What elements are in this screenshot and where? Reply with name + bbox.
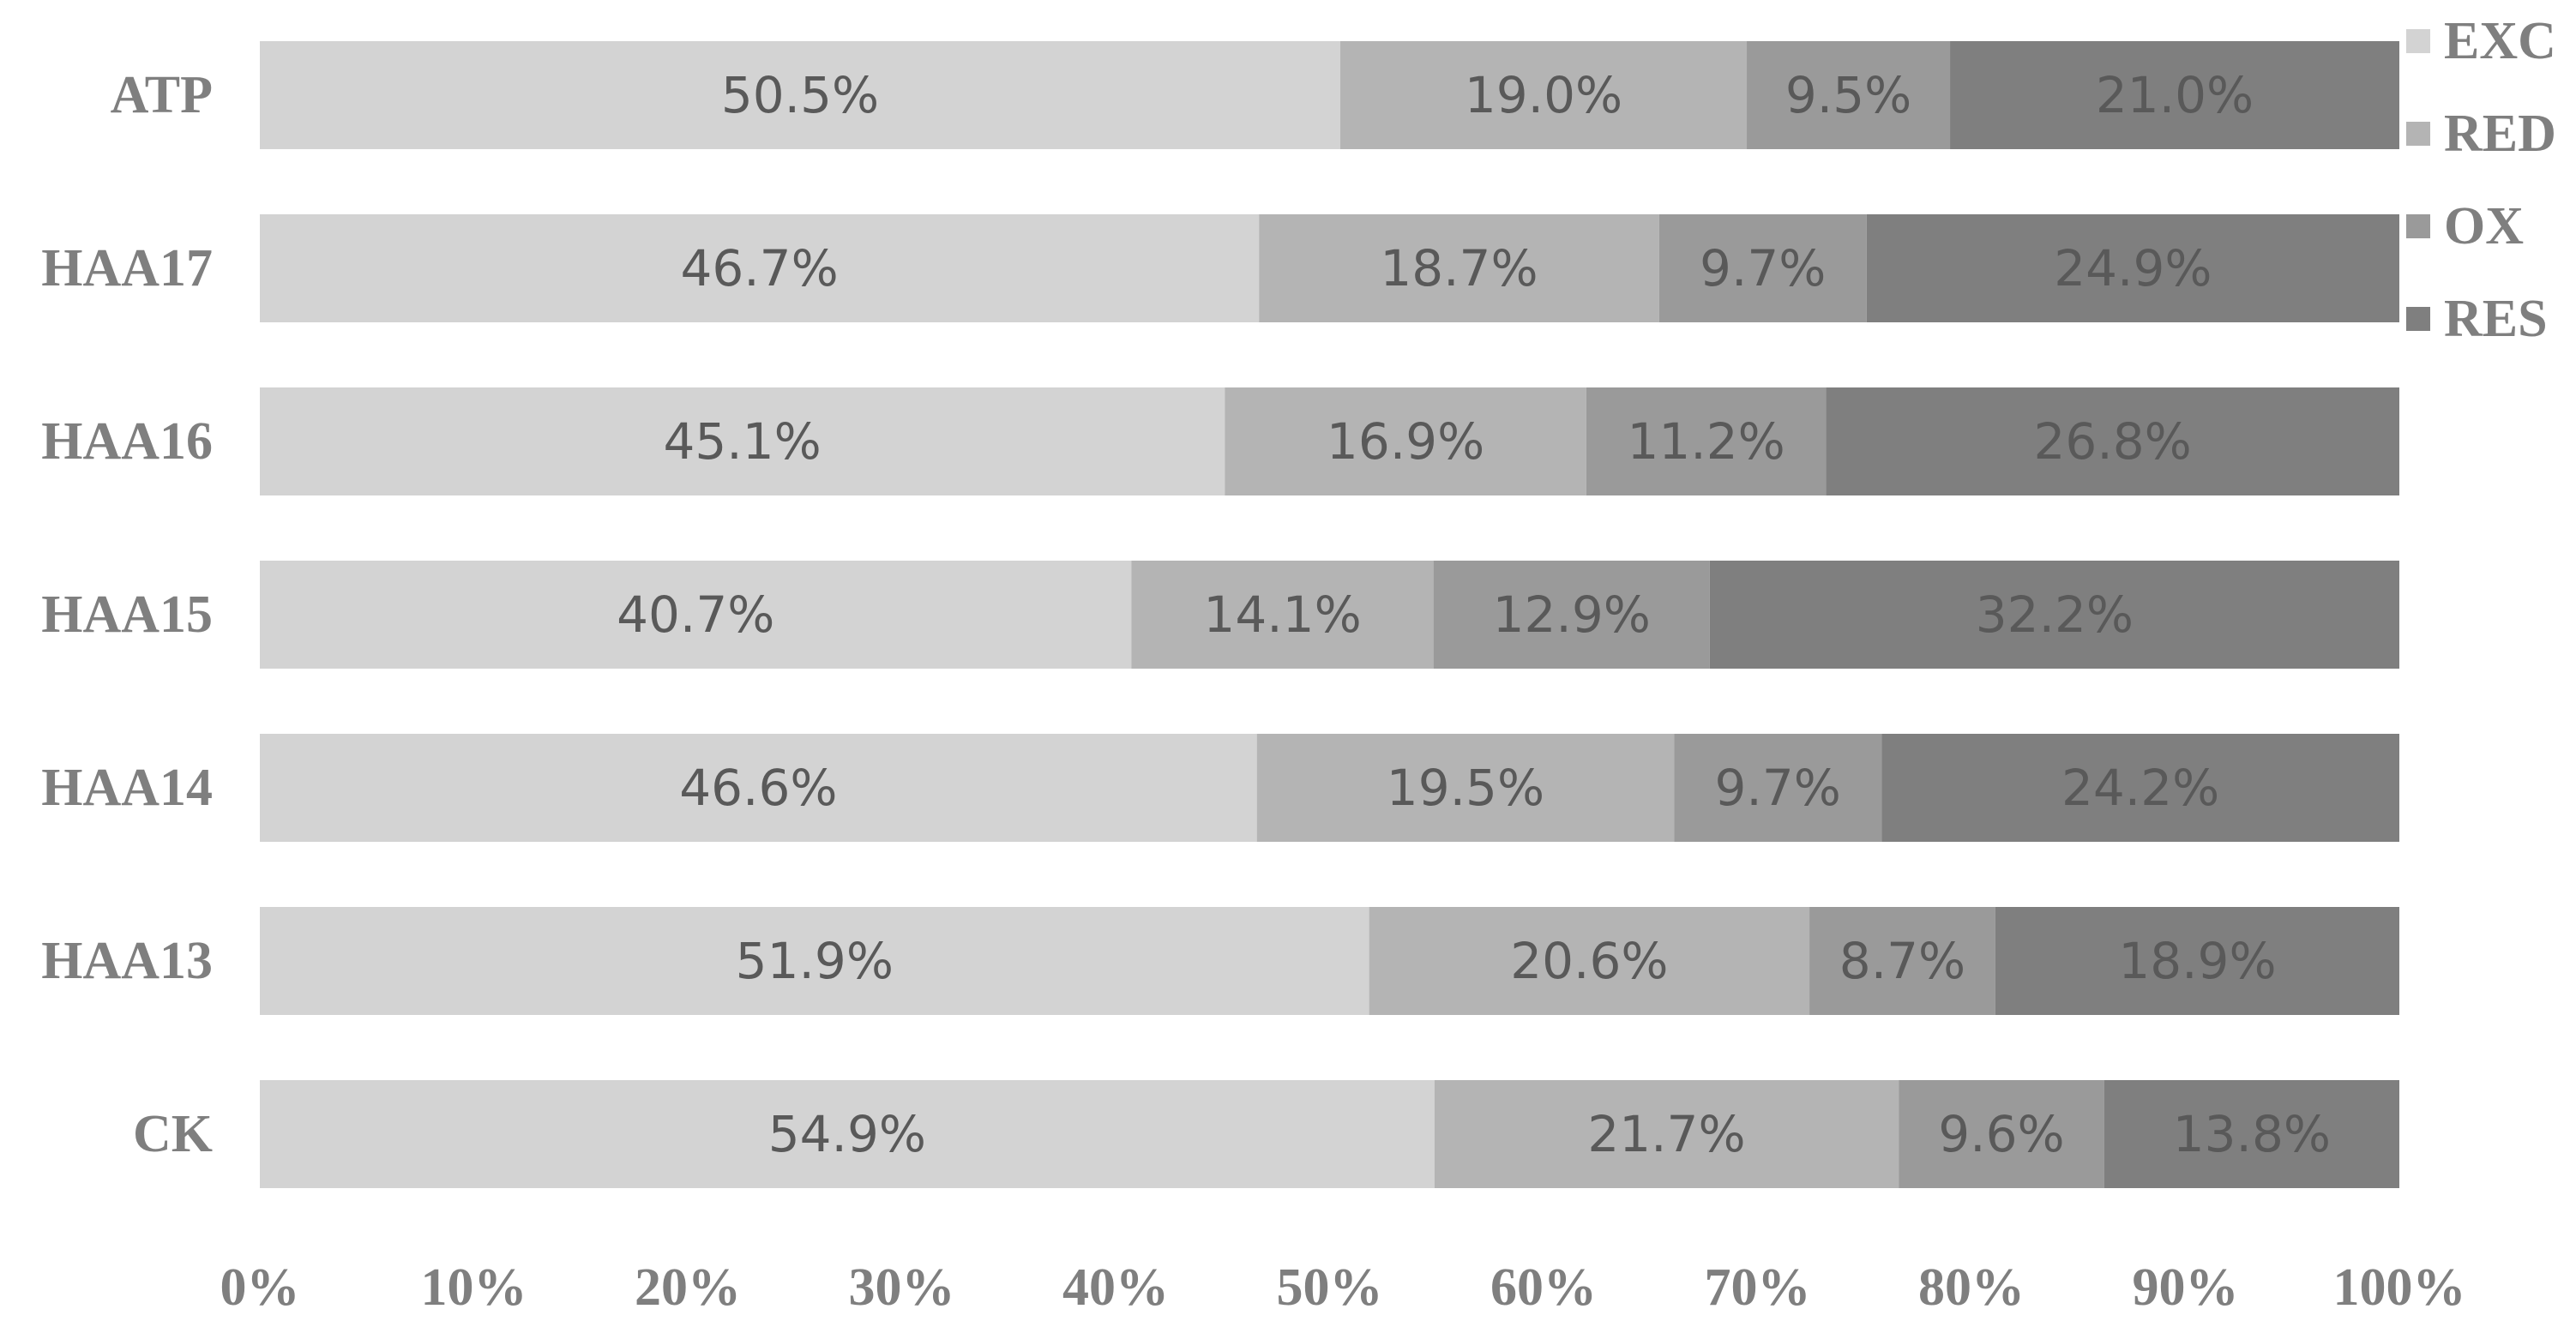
x-tick-label: 0%: [220, 1258, 300, 1317]
bar-ox-haa17: [1658, 214, 1867, 322]
data-label-res-haa15: 32.2%: [1976, 585, 2134, 644]
category-label-haa17: HAA17: [41, 239, 213, 297]
data-label-ox-haa16: 11.2%: [1627, 412, 1785, 471]
category-label-haa14: HAA14: [41, 759, 213, 817]
legend: EXC RED OX RES: [2406, 12, 2556, 348]
data-label-exc-ck: 54.9%: [768, 1105, 926, 1163]
bar-res-ck: [2104, 1080, 2399, 1188]
data-label-red-ck: 21.7%: [1587, 1105, 1745, 1163]
data-label-ox-haa15: 12.9%: [1493, 585, 1651, 644]
legend-swatch-exc: [2406, 29, 2430, 53]
data-label-res-atp: 21.0%: [2096, 66, 2254, 124]
bar-red-haa16: [1225, 387, 1586, 495]
x-tick-label: 60%: [1490, 1258, 1597, 1317]
legend-swatch-ox: [2406, 214, 2430, 238]
data-label-exc-haa16: 45.1%: [663, 412, 821, 471]
legend-swatch-res: [2406, 307, 2430, 331]
data-label-exc-haa13: 51.9%: [736, 932, 894, 990]
category-label-atp: ATP: [111, 66, 213, 124]
bar-exc-haa16: [260, 387, 1225, 495]
bar-ox-haa16: [1586, 387, 1827, 495]
data-label-red-haa16: 16.9%: [1327, 412, 1484, 471]
bar-res-haa17: [1866, 214, 2399, 322]
data-label-exc-atp: 50.5%: [721, 66, 879, 124]
legend-swatch-red: [2406, 122, 2430, 146]
bars-group: 50.5% 19.0% 9.5% 21.0% 46.7% 18.7% 9.7% 24.9% 45…: [260, 41, 2399, 1188]
bar-exc-haa13: [260, 907, 1369, 1015]
bar-red-ck: [1434, 1080, 1899, 1188]
data-label-red-haa13: 20.6%: [1510, 932, 1668, 990]
category-label-ck: CK: [133, 1105, 213, 1163]
bar-red-atp: [1339, 41, 1748, 149]
legend-label-exc: EXC: [2444, 12, 2556, 70]
bar-ox-ck: [1899, 1080, 2104, 1188]
data-label-ox-atp: 9.5%: [1785, 66, 1911, 124]
x-tick-label: 40%: [1062, 1258, 1169, 1317]
bar-exc-haa17: [260, 214, 1260, 322]
bar-ox-atp: [1747, 41, 1951, 149]
data-label-res-haa17: 24.9%: [2054, 239, 2212, 297]
data-label-exc-haa17: 46.7%: [680, 239, 838, 297]
data-label-ox-haa14: 9.7%: [1715, 759, 1841, 817]
bar-res-atp: [1950, 41, 2399, 149]
bar-red-haa14: [1256, 734, 1675, 842]
x-tick-label: 50%: [1277, 1258, 1383, 1317]
data-label-res-haa14: 24.2%: [2061, 759, 2219, 817]
x-tick-label: 100%: [2333, 1258, 2466, 1317]
category-labels: ATP HAA17 HAA16 HAA15 HAA14 HAA13 CK: [41, 66, 213, 1163]
data-label-ox-haa17: 9.7%: [1700, 239, 1826, 297]
data-label-exc-haa14: 46.6%: [679, 759, 837, 817]
data-label-res-ck: 13.8%: [2173, 1105, 2331, 1163]
legend-label-red: RED: [2444, 105, 2556, 163]
bar-res-haa16: [1826, 387, 2399, 495]
category-label-haa15: HAA15: [41, 585, 213, 644]
data-label-red-haa14: 19.5%: [1387, 759, 1544, 817]
bar-ox-haa13: [1809, 907, 1995, 1015]
data-label-red-haa17: 18.7%: [1380, 239, 1538, 297]
bar-res-haa13: [1995, 907, 2399, 1015]
legend-label-ox: OX: [2444, 197, 2524, 255]
bar-exc-ck: [260, 1080, 1435, 1188]
legend-label-res: RES: [2444, 290, 2548, 348]
x-tick-label: 20%: [635, 1258, 741, 1317]
bar-ox-haa14: [1674, 734, 1882, 842]
category-label-haa16: HAA16: [41, 412, 213, 471]
bar-exc-haa15: [260, 561, 1132, 669]
bar-res-haa14: [1881, 734, 2399, 842]
data-label-red-atp: 19.0%: [1465, 66, 1622, 124]
data-label-ox-haa13: 8.7%: [1839, 932, 1965, 990]
category-label-haa13: HAA13: [41, 932, 213, 990]
x-tick-label: 80%: [1918, 1258, 2025, 1317]
x-tick-label: 70%: [1705, 1258, 1811, 1317]
x-tick-label: 30%: [849, 1258, 955, 1317]
bar-red-haa17: [1259, 214, 1659, 322]
bar-red-haa13: [1369, 907, 1810, 1015]
bar-ox-haa15: [1433, 561, 1710, 669]
data-label-exc-haa15: 40.7%: [617, 585, 774, 644]
x-tick-label: 10%: [421, 1258, 527, 1317]
bar-res-haa15: [1709, 561, 2399, 669]
bar-red-haa15: [1131, 561, 1434, 669]
data-label-ox-ck: 9.6%: [1938, 1105, 2064, 1163]
x-axis-tick-labels: 0% 10% 20% 30% 40% 50% 60% 70% 80% 90% 100%: [220, 1258, 2466, 1317]
data-label-res-haa13: 18.9%: [2118, 932, 2276, 990]
bar-exc-haa14: [260, 734, 1257, 842]
x-tick-label: 90%: [2133, 1258, 2239, 1317]
bar-exc-atp: [260, 41, 1340, 149]
data-label-red-haa15: 14.1%: [1203, 585, 1361, 644]
data-label-res-haa16: 26.8%: [2034, 412, 2192, 471]
